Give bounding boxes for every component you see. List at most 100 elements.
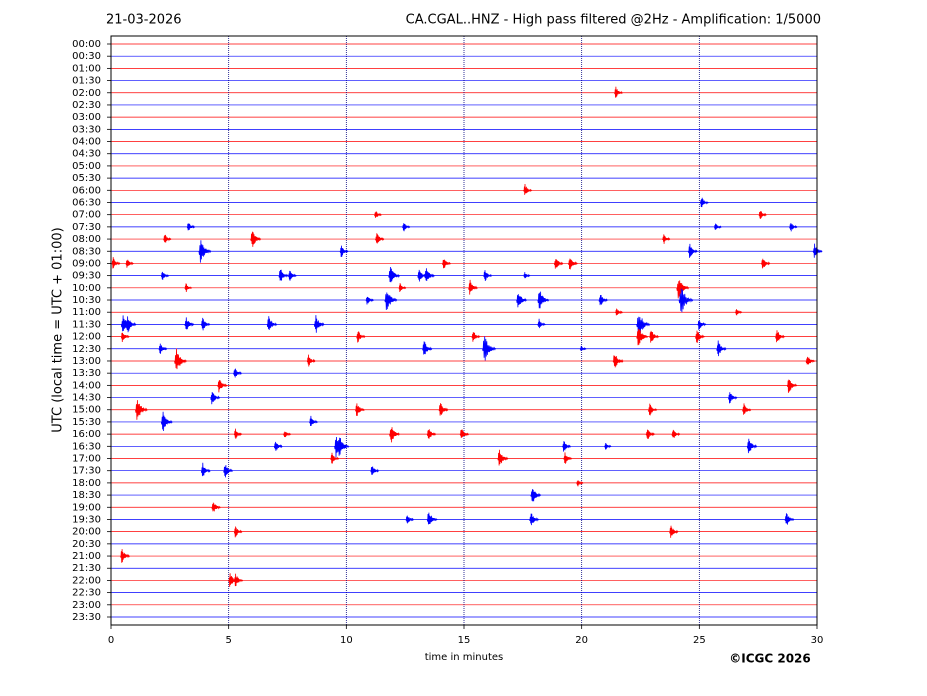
y-tick-label: 00:00 — [72, 39, 101, 50]
seismic-event — [614, 86, 623, 98]
seismic-event — [163, 234, 172, 243]
x-axis-label: time in minutes — [425, 652, 504, 663]
y-tick-label: 21:30 — [72, 563, 101, 574]
seismic-event — [422, 341, 433, 355]
seismic-event — [645, 429, 655, 440]
seismic-event — [370, 466, 380, 475]
y-tick-label: 17:00 — [72, 454, 101, 465]
seismic-event — [233, 573, 244, 587]
y-tick-label: 18:30 — [72, 490, 101, 501]
seismic-event — [537, 318, 546, 329]
seismic-event — [562, 441, 571, 452]
seismic-event — [678, 288, 694, 313]
seismic-event — [805, 356, 815, 365]
y-tick-label: 16:30 — [72, 441, 101, 452]
seismic-event — [716, 340, 727, 357]
seismic-event — [278, 269, 289, 281]
seismic-event — [184, 283, 193, 293]
seismic-event — [784, 513, 795, 525]
seismic-event — [313, 315, 325, 333]
seismic-event — [812, 243, 823, 258]
seismic-event — [459, 429, 469, 438]
y-tick-label: 12:30 — [72, 344, 101, 355]
seismic-event — [735, 309, 743, 316]
y-tick-label: 07:30 — [72, 222, 101, 233]
seismic-event — [789, 222, 798, 232]
seismic-event — [604, 442, 612, 450]
seismic-event — [233, 526, 243, 538]
y-tick-label: 13:00 — [72, 356, 101, 367]
seismic-event — [579, 345, 587, 351]
seismic-event — [184, 317, 195, 330]
y-tick-label: 00:30 — [72, 51, 101, 62]
seismic-event — [742, 403, 752, 415]
y-tick-label: 17:30 — [72, 466, 101, 477]
y-tick-label: 07:00 — [72, 210, 101, 221]
copyright: ©ICGC 2026 — [729, 652, 811, 666]
y-tick-label: 10:30 — [72, 295, 101, 306]
y-tick-label: 01:00 — [72, 63, 101, 74]
seismic-event — [516, 294, 527, 308]
seismic-event — [442, 259, 451, 269]
seismic-event — [174, 348, 187, 370]
y-tick-label: 04:00 — [72, 137, 101, 148]
seismic-event — [483, 270, 493, 282]
seismic-event — [288, 270, 297, 281]
seismic-event — [697, 320, 707, 330]
seismic-event — [211, 502, 221, 512]
y-tick-label: 06:00 — [72, 185, 101, 196]
seismic-event — [160, 271, 170, 280]
seismic-event — [671, 429, 681, 438]
y-tick-label: 11:30 — [72, 319, 101, 330]
seismic-event — [786, 379, 798, 393]
y-tick-label: 20:00 — [72, 527, 101, 538]
seismic-event — [537, 291, 550, 309]
seismic-event — [426, 429, 437, 439]
y-tick-label: 06:30 — [72, 197, 101, 208]
seismic-event — [374, 211, 382, 218]
seismic-event — [523, 183, 533, 195]
plot-frame — [110, 35, 818, 626]
seismic-event — [695, 330, 705, 343]
y-tick-label: 19:00 — [72, 502, 101, 513]
seismic-event — [217, 380, 228, 393]
seismic-event — [200, 317, 211, 331]
seismic-event — [523, 272, 531, 279]
seismic-event — [728, 392, 738, 404]
seismic-event — [426, 512, 438, 525]
seismic-event — [135, 400, 148, 420]
seismic-event — [615, 308, 623, 316]
seismic-event — [438, 403, 449, 416]
y-tick-label: 09:00 — [72, 258, 101, 269]
x-tick-label: 25 — [693, 635, 706, 646]
y-tick-label: 15:30 — [72, 417, 101, 428]
seismic-event — [676, 280, 690, 299]
seismic-event — [402, 223, 411, 232]
y-tick-label: 14:30 — [72, 393, 101, 404]
y-tick-label: 15:00 — [72, 405, 101, 416]
seismic-event — [398, 283, 407, 293]
y-tick-label: 08:30 — [72, 246, 101, 257]
x-tick-label: 10 — [340, 635, 353, 646]
seismic-event — [120, 549, 130, 563]
seismic-event — [636, 316, 650, 338]
y-tick-label: 01:30 — [72, 76, 101, 87]
y-tick-label: 02:30 — [72, 100, 101, 111]
seismic-event — [424, 268, 435, 282]
seismic-event — [309, 415, 318, 427]
y-tick-label: 23:30 — [72, 612, 101, 623]
seismic-event — [250, 231, 262, 247]
seismic-event — [389, 427, 400, 443]
y-tick-label: 10:00 — [72, 283, 101, 294]
seismic-event — [233, 368, 242, 378]
seismic-event — [468, 279, 478, 295]
x-tick-label: 0 — [108, 635, 114, 646]
seismic-event — [746, 438, 758, 454]
y-axis-label: UTC (local time = UTC + 01:00) — [51, 227, 66, 432]
seismic-event — [471, 332, 481, 342]
seismic-event — [330, 452, 340, 464]
seismic-event — [223, 465, 233, 478]
seismic-event — [482, 336, 496, 361]
